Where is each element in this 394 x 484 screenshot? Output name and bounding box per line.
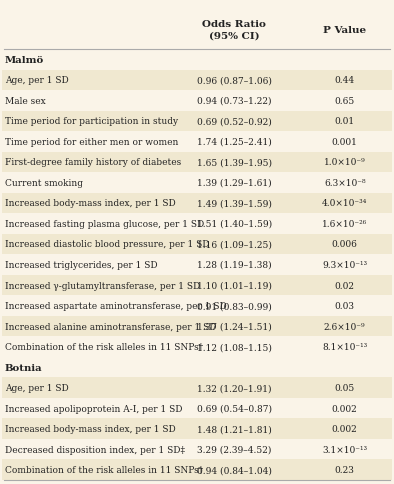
Text: Odds Ratio
(95% CI): Odds Ratio (95% CI)	[203, 20, 266, 40]
Text: 1.37 (1.24–1.51): 1.37 (1.24–1.51)	[197, 322, 272, 331]
Text: 1.12 (1.08–1.15): 1.12 (1.08–1.15)	[197, 342, 272, 351]
Text: 0.001: 0.001	[332, 137, 358, 147]
Text: 0.69 (0.54–0.87): 0.69 (0.54–0.87)	[197, 404, 272, 413]
Text: 0.65: 0.65	[335, 97, 355, 106]
Text: Increased body-mass index, per 1 SD: Increased body-mass index, per 1 SD	[5, 424, 175, 433]
Text: 0.69 (0.52–0.92): 0.69 (0.52–0.92)	[197, 117, 272, 126]
Text: 0.96 (0.87–1.06): 0.96 (0.87–1.06)	[197, 76, 272, 85]
Text: 3.1×10⁻¹³: 3.1×10⁻¹³	[322, 445, 367, 454]
Text: 0.002: 0.002	[332, 404, 358, 413]
Text: 0.05: 0.05	[335, 383, 355, 393]
Text: 0.01: 0.01	[335, 117, 355, 126]
Bar	[2, 70, 392, 91]
Text: 0.02: 0.02	[335, 281, 355, 290]
Text: Increased apolipoprotein A-I, per 1 SD: Increased apolipoprotein A-I, per 1 SD	[5, 404, 182, 413]
Text: Increased fasting plasma glucose, per 1 SD: Increased fasting plasma glucose, per 1 …	[5, 220, 204, 228]
Text: 1.28 (1.19–1.38): 1.28 (1.19–1.38)	[197, 260, 272, 270]
Bar	[2, 275, 392, 296]
Text: 1.49 (1.39–1.59): 1.49 (1.39–1.59)	[197, 199, 272, 208]
Text: 0.002: 0.002	[332, 424, 358, 433]
Text: 1.10 (1.01–1.19): 1.10 (1.01–1.19)	[197, 281, 272, 290]
Text: 0.44: 0.44	[335, 76, 355, 85]
Bar	[2, 378, 392, 398]
Bar	[2, 419, 392, 439]
Text: Malmö: Malmö	[5, 56, 44, 65]
Text: 1.48 (1.21–1.81): 1.48 (1.21–1.81)	[197, 424, 272, 433]
Text: Decreased disposition index, per 1 SD‡: Decreased disposition index, per 1 SD‡	[5, 445, 185, 454]
Bar	[2, 234, 392, 255]
Text: 1.32 (1.20–1.91): 1.32 (1.20–1.91)	[197, 383, 272, 393]
Text: 1.16 (1.09–1.25): 1.16 (1.09–1.25)	[197, 240, 272, 249]
Text: P Value: P Value	[323, 26, 366, 34]
Text: 3.29 (2.39–4.52): 3.29 (2.39–4.52)	[197, 445, 271, 454]
Bar	[2, 193, 392, 214]
Text: Time period for either men or women: Time period for either men or women	[5, 137, 178, 147]
Text: Botnia: Botnia	[5, 363, 42, 372]
Text: 8.1×10⁻¹³: 8.1×10⁻¹³	[322, 342, 367, 351]
Text: Age, per 1 SD: Age, per 1 SD	[5, 76, 69, 85]
Text: Increased diastolic blood pressure, per 1 SD: Increased diastolic blood pressure, per …	[5, 240, 209, 249]
Text: 1.6×10⁻²⁶: 1.6×10⁻²⁶	[322, 220, 367, 228]
Text: Combination of the risk alleles in 11 SNPs†: Combination of the risk alleles in 11 SN…	[5, 465, 203, 474]
Bar	[2, 111, 392, 132]
Text: Age, per 1 SD: Age, per 1 SD	[5, 383, 69, 393]
Text: 1.51 (1.40–1.59): 1.51 (1.40–1.59)	[197, 220, 272, 228]
Text: Combination of the risk alleles in 11 SNPs†: Combination of the risk alleles in 11 SN…	[5, 342, 203, 351]
Text: 0.91 (0.83–0.99): 0.91 (0.83–0.99)	[197, 302, 272, 310]
Bar	[2, 316, 392, 337]
Text: Male sex: Male sex	[5, 97, 45, 106]
Text: 1.65 (1.39–1.95): 1.65 (1.39–1.95)	[197, 158, 272, 167]
Text: Increased γ-glutamyltransferase, per 1 SD: Increased γ-glutamyltransferase, per 1 S…	[5, 281, 200, 290]
Text: 2.6×10⁻⁹: 2.6×10⁻⁹	[324, 322, 366, 331]
Text: Time period for participation in study: Time period for participation in study	[5, 117, 178, 126]
Bar	[2, 152, 392, 173]
Text: 4.0×10⁻³⁴: 4.0×10⁻³⁴	[322, 199, 368, 208]
Text: 1.74 (1.25–2.41): 1.74 (1.25–2.41)	[197, 137, 272, 147]
Text: 0.23: 0.23	[335, 465, 355, 474]
Text: Increased alanine aminotransferase, per 1 SD: Increased alanine aminotransferase, per …	[5, 322, 216, 331]
Text: 6.3×10⁻⁸: 6.3×10⁻⁸	[324, 179, 366, 187]
Text: 0.94 (0.84–1.04): 0.94 (0.84–1.04)	[197, 465, 272, 474]
Text: 0.03: 0.03	[335, 302, 355, 310]
Text: Increased body-mass index, per 1 SD: Increased body-mass index, per 1 SD	[5, 199, 175, 208]
Text: 1.0×10⁻⁹: 1.0×10⁻⁹	[324, 158, 366, 167]
Text: 0.006: 0.006	[332, 240, 358, 249]
Text: Increased aspartate aminotransferase, per 1 SD: Increased aspartate aminotransferase, pe…	[5, 302, 227, 310]
Text: 1.39 (1.29–1.61): 1.39 (1.29–1.61)	[197, 179, 272, 187]
Text: Increased triglycerides, per 1 SD: Increased triglycerides, per 1 SD	[5, 260, 157, 270]
Bar	[2, 459, 392, 480]
Text: 0.94 (0.73–1.22): 0.94 (0.73–1.22)	[197, 97, 272, 106]
Text: 9.3×10⁻¹³: 9.3×10⁻¹³	[322, 260, 367, 270]
Text: First-degree family history of diabetes: First-degree family history of diabetes	[5, 158, 181, 167]
Text: Current smoking: Current smoking	[5, 179, 83, 187]
